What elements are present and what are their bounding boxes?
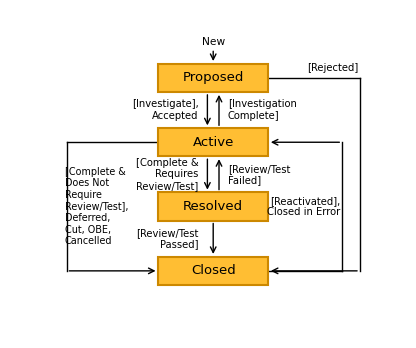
Text: [Review/Test
Failed]: [Review/Test Failed]	[228, 164, 290, 185]
Text: [Reactivated],
Closed in Error: [Reactivated], Closed in Error	[267, 196, 341, 218]
Text: [Review/Test
Passed]: [Review/Test Passed]	[136, 228, 199, 250]
Text: [Investigation
Complete]: [Investigation Complete]	[228, 99, 297, 121]
Text: [Complete &
Requires
Review/Test]: [Complete & Requires Review/Test]	[136, 158, 199, 191]
FancyBboxPatch shape	[158, 192, 268, 221]
Text: [Complete &
Does Not
Require
Review/Test],
Deferred,
Cut, OBE,
Cancelled: [Complete & Does Not Require Review/Test…	[65, 167, 129, 246]
FancyBboxPatch shape	[158, 128, 268, 156]
Text: [Investigate],
Accepted: [Investigate], Accepted	[132, 99, 199, 121]
Text: New: New	[202, 37, 225, 47]
Text: Active: Active	[193, 136, 234, 149]
Text: Closed: Closed	[191, 264, 235, 277]
Text: [Rejected]: [Rejected]	[307, 63, 358, 73]
FancyBboxPatch shape	[158, 64, 268, 92]
FancyBboxPatch shape	[158, 257, 268, 285]
Text: Proposed: Proposed	[183, 71, 244, 85]
Text: Resolved: Resolved	[183, 200, 243, 213]
